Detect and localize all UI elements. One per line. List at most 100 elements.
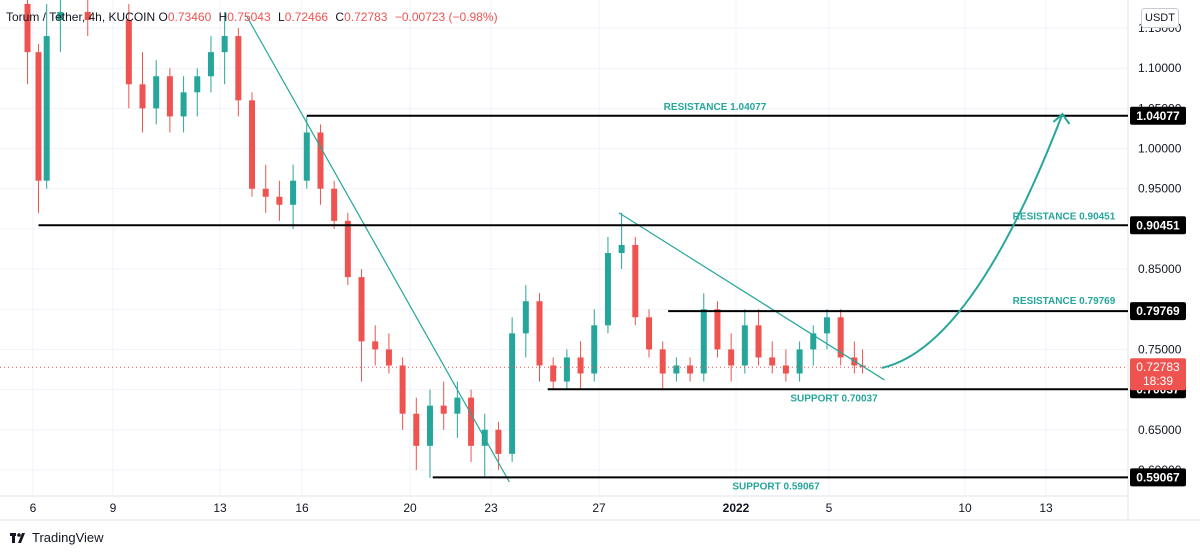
- symbol-name[interactable]: Torum / Tether, 4h, KUCOIN: [6, 10, 156, 24]
- candle: [57, 0, 64, 53]
- candle-body: [84, 11, 91, 20]
- candle-body: [331, 188, 338, 221]
- candle: [358, 269, 365, 382]
- time-axis[interactable]: 6 9 13 16 20 23 27 2022 5 10 13: [30, 501, 1053, 515]
- price-tag-box: [1130, 302, 1186, 321]
- candle-body: [426, 405, 433, 446]
- candle-body: [823, 317, 830, 334]
- current-price-value: 0.72783: [1136, 360, 1180, 374]
- change-value: −0.00723 (−0.98%): [394, 10, 498, 24]
- price-tag-box: [1130, 468, 1186, 487]
- candle: [290, 164, 297, 229]
- drawings: RESISTANCE 1.04077 RESISTANCE 0.90451 RESI…: [0, 15, 1128, 492]
- candle: [632, 236, 639, 326]
- projection-arrow: [881, 113, 1064, 369]
- candle-body: [495, 429, 502, 454]
- candle-body: [290, 180, 297, 205]
- candle-body: [344, 220, 351, 278]
- candle-body: [180, 92, 187, 117]
- candle: [604, 236, 611, 334]
- candle: [426, 389, 433, 478]
- candle: [84, 0, 91, 37]
- candle-body: [837, 317, 844, 358]
- resistance-label: RESISTANCE 1.04077: [664, 102, 767, 113]
- candle: [468, 389, 475, 462]
- price-tag-value: 0.59067: [1136, 470, 1180, 484]
- open-value: 0.73460: [167, 10, 212, 24]
- x-tick-label: 13: [1039, 501, 1053, 515]
- candle-body: [659, 349, 666, 374]
- candle-body: [35, 52, 42, 181]
- candle-body: [755, 325, 762, 358]
- candle-body: [24, 3, 31, 53]
- candle-body: [604, 253, 611, 326]
- candle: [166, 68, 173, 133]
- price-tag-value: 0.90451: [1136, 218, 1180, 232]
- candle: [207, 36, 214, 93]
- price-tag-value: 1.04077: [1136, 109, 1180, 123]
- candle-body: [303, 132, 310, 181]
- price-tag-box: [1130, 216, 1186, 235]
- footer-brand[interactable]: TradingView: [10, 530, 104, 545]
- candle: [687, 357, 694, 382]
- x-tick-label: 13: [213, 501, 227, 515]
- currency-button[interactable]: USDT: [1141, 8, 1179, 28]
- y-tick-label: 1.10000: [1138, 61, 1182, 75]
- resistance-label: RESISTANCE 0.90451: [1013, 211, 1116, 222]
- x-tick-label: 16: [295, 501, 309, 515]
- candle-body: [796, 349, 803, 374]
- candle: [43, 3, 50, 189]
- open-label: O: [158, 10, 168, 24]
- candle-body: [741, 325, 748, 366]
- candle: [810, 325, 817, 366]
- candle: [673, 357, 680, 382]
- price-tag: 0.90451: [1130, 216, 1186, 235]
- candle-body: [125, 20, 132, 85]
- price-tag-box: [1130, 106, 1186, 125]
- x-tick-label: 5: [826, 501, 833, 515]
- candle-body: [454, 397, 461, 414]
- resistance-label: RESISTANCE 0.79769: [1013, 296, 1116, 307]
- projection-arrowhead: [1052, 112, 1071, 125]
- candle: [591, 309, 598, 382]
- candle-body: [591, 325, 598, 374]
- candles: [24, 0, 866, 478]
- tradingview-logo-icon: [10, 532, 25, 543]
- candle-body: [769, 357, 776, 366]
- candle: [194, 68, 201, 117]
- candle: [372, 325, 379, 366]
- candle: [180, 76, 187, 133]
- candle-body: [468, 397, 475, 446]
- candle-body: [646, 317, 653, 350]
- low-value: 0.72466: [284, 10, 329, 24]
- y-tick-label: 0.65000: [1138, 423, 1182, 437]
- candle: [262, 164, 269, 213]
- candle-body: [577, 357, 584, 374]
- candle: [755, 309, 762, 366]
- candle: [618, 212, 625, 270]
- brand-name: TradingView: [32, 530, 104, 545]
- close-label: C: [335, 10, 345, 24]
- candle: [125, 3, 132, 109]
- trendline: [618, 212, 885, 381]
- candle: [714, 301, 721, 358]
- candle: [577, 341, 584, 390]
- current-price-box: [1130, 358, 1186, 391]
- candle: [550, 357, 557, 390]
- candle-body: [618, 244, 625, 253]
- candle-body: [194, 76, 201, 93]
- low-label: L: [278, 10, 285, 24]
- candle: [303, 116, 310, 189]
- candle-body: [372, 341, 379, 350]
- candle-body: [276, 196, 283, 205]
- candle-body: [563, 357, 570, 382]
- x-tick-label: 23: [484, 501, 498, 515]
- high-value: 0.75043: [227, 10, 271, 24]
- candle-body: [399, 365, 406, 414]
- candle: [139, 52, 146, 133]
- candle-body: [166, 76, 173, 117]
- candle: [796, 341, 803, 382]
